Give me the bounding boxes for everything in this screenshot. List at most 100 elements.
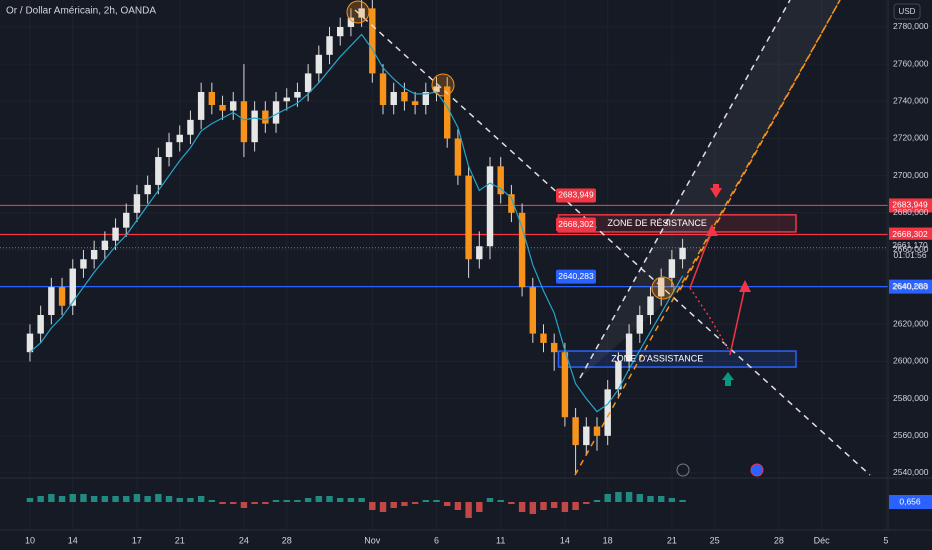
candle-body [583, 426, 590, 446]
candle-body [401, 91, 408, 102]
histogram-bar [144, 496, 151, 502]
last-price-badge [889, 239, 932, 262]
candle-body [219, 105, 226, 111]
trendline [574, 0, 841, 476]
projection [689, 231, 713, 289]
histogram-bar [26, 498, 34, 502]
histogram-bar [411, 502, 419, 504]
candle-body [165, 142, 173, 158]
x-tick-label: 10 [25, 535, 35, 545]
y-tick-label: 2740,000 [893, 96, 929, 106]
histogram-bar [550, 502, 558, 508]
histogram-bar [37, 496, 44, 502]
histogram-bar [165, 496, 173, 502]
channel [580, 0, 840, 378]
arrow-down [710, 184, 722, 198]
currency: USD [899, 7, 916, 16]
indicator-badge [889, 495, 932, 509]
x-tick-label: 24 [239, 535, 249, 545]
level-badge [556, 188, 596, 203]
histogram-bar [315, 496, 323, 502]
candle-body [37, 315, 44, 334]
candle-body [315, 54, 323, 74]
candle-body [529, 287, 537, 334]
histogram-bar [572, 502, 579, 510]
level-axis-label: 2640,283 [892, 281, 928, 291]
projection [689, 287, 731, 353]
y-tick-label: 2620,000 [893, 319, 929, 329]
x-tick-label: 6 [434, 535, 439, 545]
histogram-bar [101, 496, 109, 502]
histogram-bar [668, 498, 676, 502]
x-tick-label: 21 [667, 535, 677, 545]
candle-body [283, 97, 290, 102]
event-icon [750, 463, 764, 477]
y-tick-label: 2780,000 [893, 21, 929, 31]
zone-label: ZONE DE RÉSISTANCE [608, 218, 707, 228]
candle-body [572, 417, 579, 446]
candle-body [433, 86, 440, 92]
histogram-bar [390, 502, 397, 508]
zone-label: ZONE D'ASSISTANCE [611, 353, 703, 363]
histogram-bar [379, 502, 387, 512]
candle-body [454, 138, 462, 176]
overlay: ZONE DE RÉSISTANCE ZONE D'ASSISTANCE 2683,… [556, 188, 932, 509]
candle-body [347, 17, 355, 27]
y-tick-label: 2540,000 [893, 467, 929, 477]
histogram-bar [422, 500, 430, 502]
annotations [346, 0, 871, 477]
y-tick-label: 2680,000 [893, 207, 929, 217]
level-badge [556, 217, 596, 232]
histogram-bar [283, 500, 290, 502]
candle-body [379, 73, 387, 106]
x-tick-label: 11 [496, 535, 505, 545]
histogram-bar [358, 498, 365, 502]
candle-body [197, 91, 205, 120]
level-badge [556, 269, 596, 284]
histogram-bar [647, 496, 654, 502]
histogram-bar [240, 502, 248, 508]
y-tick-label: 2640,000 [893, 281, 929, 291]
candle-body [230, 101, 237, 111]
candle-body [155, 157, 162, 185]
histogram-bar [508, 502, 515, 504]
x-tick-label: Nov [364, 535, 381, 545]
arrow-up [722, 372, 734, 386]
candle-body [208, 91, 216, 106]
last-price-label: 2661,170 [892, 240, 928, 250]
candle-body [326, 36, 333, 55]
histogram-bar [540, 502, 547, 510]
histogram-bar [636, 494, 643, 502]
trendline [354, 9, 871, 476]
candle-body [58, 287, 66, 306]
candle-body [540, 333, 547, 343]
histogram-bar [465, 502, 472, 518]
projection [729, 286, 746, 356]
histogram-bar [80, 494, 87, 502]
candle-body [518, 212, 526, 288]
candle-body [240, 101, 248, 143]
histogram-bar [518, 502, 526, 512]
candle-body [90, 249, 98, 260]
histogram-bar [604, 494, 611, 502]
candle-body [251, 110, 258, 143]
level-chart-label: 2640,283 [558, 271, 594, 281]
candle-body [593, 426, 601, 436]
candle-body [625, 333, 633, 362]
event-icon [676, 463, 690, 477]
candle-body [133, 194, 141, 213]
candle-body [679, 247, 686, 260]
histogram-bar [123, 496, 130, 502]
plot-area [0, 0, 888, 518]
candle-body [411, 101, 419, 106]
histogram-bar [219, 502, 226, 504]
highlight [431, 73, 455, 97]
candle-body [486, 166, 494, 247]
candle-body [304, 73, 312, 92]
x-tick-label: 17 [132, 535, 142, 545]
x-tick-label: 28 [774, 535, 784, 545]
candle-body [444, 86, 451, 139]
histogram-bar [251, 502, 258, 504]
candle-body [604, 389, 611, 436]
